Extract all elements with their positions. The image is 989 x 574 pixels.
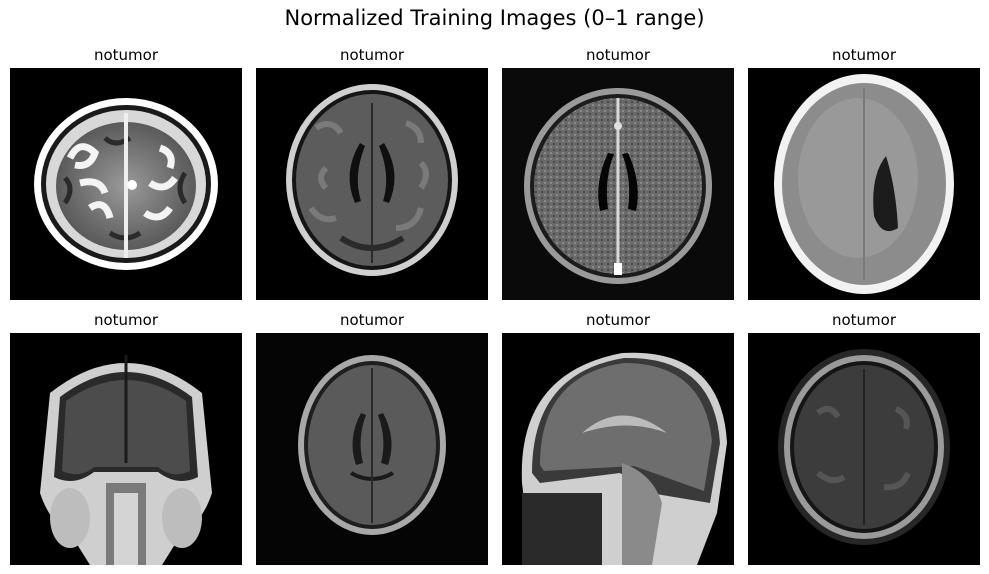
mri-coronal-image [10,333,242,565]
figure-title: Normalized Training Images (0–1 range) [284,6,705,30]
mri-axial-t2-image [10,68,242,300]
image-panel-2: notumor [256,46,488,300]
mri-sagittal-image [502,333,734,565]
image-panel-7: notumor [502,311,734,565]
image-panel-1: notumor [10,46,242,300]
image-panel-4: notumor [748,46,980,300]
mri-axial-contrast-image [502,68,734,300]
mri-axial-flair-image [256,68,488,300]
panel-title: notumor [339,311,405,329]
panel-title: notumor [339,46,405,64]
panel-title: notumor [93,46,159,64]
image-panel-5: notumor [10,311,242,565]
ct-axial-image [748,68,980,300]
panel-title: notumor [585,311,651,329]
panel-title: notumor [831,311,897,329]
image-panel-3: notumor [502,46,734,300]
mri-axial-flair-image-2 [748,333,980,565]
panel-title: notumor [93,311,159,329]
panel-title: notumor [585,46,651,64]
image-panel-8: notumor [748,311,980,565]
panel-title: notumor [831,46,897,64]
image-panel-6: notumor [256,311,488,565]
mri-axial-t1-image [256,333,488,565]
